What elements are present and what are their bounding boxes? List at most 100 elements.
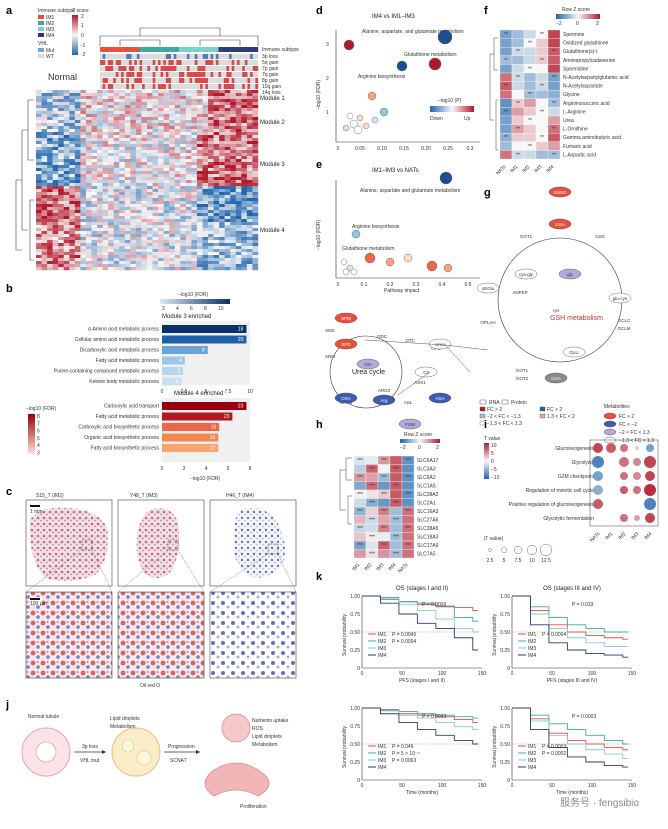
heatmap-cell [108, 108, 114, 112]
scna-cell [252, 60, 256, 65]
heatmap-cell [219, 93, 225, 97]
heatmap-cell [113, 183, 120, 187]
heatmap-cell [208, 261, 214, 265]
heatmap-cell [213, 90, 220, 94]
heatmap-cell [135, 222, 142, 226]
heatmap-cell [180, 96, 187, 100]
heatmap-cell [141, 261, 148, 265]
heatmap-cell [135, 105, 142, 109]
scna-cell [192, 78, 195, 83]
scna-cell [163, 66, 167, 71]
heatmap-cell [47, 249, 53, 253]
pathway-point [385, 257, 395, 267]
heatmap-cell [208, 93, 214, 97]
panel-f: f Row Z score −2 0 2 ** ****** **** ****** *… [484, 5, 629, 177]
heatmap-cell [113, 102, 120, 106]
heatmap-cell [163, 105, 170, 109]
heatmap-cell [108, 135, 114, 139]
heatmap-cell [252, 186, 259, 190]
heatmap-cell [124, 90, 131, 94]
scna-cell [234, 78, 238, 83]
scna-cell [105, 84, 109, 89]
heatmap-cell [152, 237, 159, 241]
heatmap-cell [41, 186, 48, 190]
heatmap-cell [85, 264, 92, 268]
scna-cell [126, 78, 130, 83]
km-legend-label: IM4 [528, 653, 537, 659]
heatmap-cell [152, 135, 159, 139]
heatmap-cell [180, 267, 187, 271]
e-annot-gsh: Glutathione metabolism [342, 246, 395, 252]
heatmap-cell [124, 255, 131, 259]
heatmap-cell [102, 246, 109, 250]
heatmap-cell [119, 135, 125, 139]
heatmap-cell [147, 144, 153, 148]
heatmap-cell [80, 180, 87, 184]
heatmap-cell [147, 258, 153, 262]
heatmap-cell [141, 108, 148, 112]
scna-cell [244, 54, 248, 59]
heatmap-cell [102, 156, 109, 160]
scna-cell [250, 60, 253, 65]
heatmap-cell [85, 108, 92, 112]
heatmap-cell [47, 213, 53, 217]
heatmap-cell [241, 99, 248, 103]
m3-colortick-2: 2 [162, 306, 165, 312]
heatmap-cell [219, 132, 225, 136]
scna-cell [252, 78, 256, 83]
scna-cell [234, 72, 238, 77]
heatmap-cell [535, 115, 549, 125]
heatmap-cell [85, 240, 92, 244]
heatmap-cell [224, 228, 231, 232]
scna-cell [229, 72, 232, 77]
heatmap-cell [252, 156, 259, 160]
zscore-tick-1: 1 [81, 23, 84, 29]
heatmap-cell [80, 189, 87, 193]
heatmap-cell [130, 159, 137, 163]
bar-value: 2 [176, 379, 179, 385]
metabolite-label: OXA [341, 396, 351, 401]
heatmap-cell [246, 156, 253, 160]
heatmap-cell [202, 126, 209, 130]
heatmap-cell [191, 153, 198, 157]
heatmap-cell [196, 171, 203, 175]
scna-cell [152, 84, 156, 89]
pathway-label: Positive regulation of gluconeogenesis [509, 502, 595, 508]
dot [633, 472, 641, 480]
heatmap-cell [174, 183, 181, 187]
significance-mark: ** [528, 144, 532, 150]
heatmap-cell [124, 177, 131, 181]
heatmap-cell [191, 114, 198, 118]
heatmap-cell [91, 90, 98, 94]
heatmap-cell [246, 246, 253, 250]
scna-cell [181, 78, 185, 83]
heatmap-cell [113, 105, 120, 109]
heatmap-cell [174, 126, 181, 130]
km-xtick: 100 [438, 783, 447, 789]
heatmap-cell [47, 192, 53, 196]
heatmap-cell [246, 192, 253, 196]
heatmap-cell [74, 219, 81, 223]
heatmap-cell [224, 255, 231, 259]
heatmap-cell [119, 96, 125, 100]
subtype-cell [197, 47, 201, 52]
heatmap-cell [97, 180, 103, 184]
heatmap-cell [52, 252, 59, 256]
heatmap-cell [130, 147, 137, 151]
heatmap-cell [91, 189, 98, 193]
heatmap-cell [41, 168, 48, 172]
km-curve [362, 595, 478, 622]
heatmap-cell [119, 231, 125, 235]
heatmap-cell [113, 216, 120, 220]
km-curve [362, 707, 478, 719]
heatmap-cell [158, 180, 164, 184]
heatmap-cell [63, 129, 70, 133]
heatmap-cell [230, 147, 236, 151]
heatmap-cell [97, 102, 103, 106]
scna-cell [229, 54, 232, 59]
heatmap-cell [85, 144, 92, 148]
subtype-cell [118, 47, 122, 52]
heatmap-cell [219, 129, 225, 133]
heatmap-cell [202, 147, 209, 151]
